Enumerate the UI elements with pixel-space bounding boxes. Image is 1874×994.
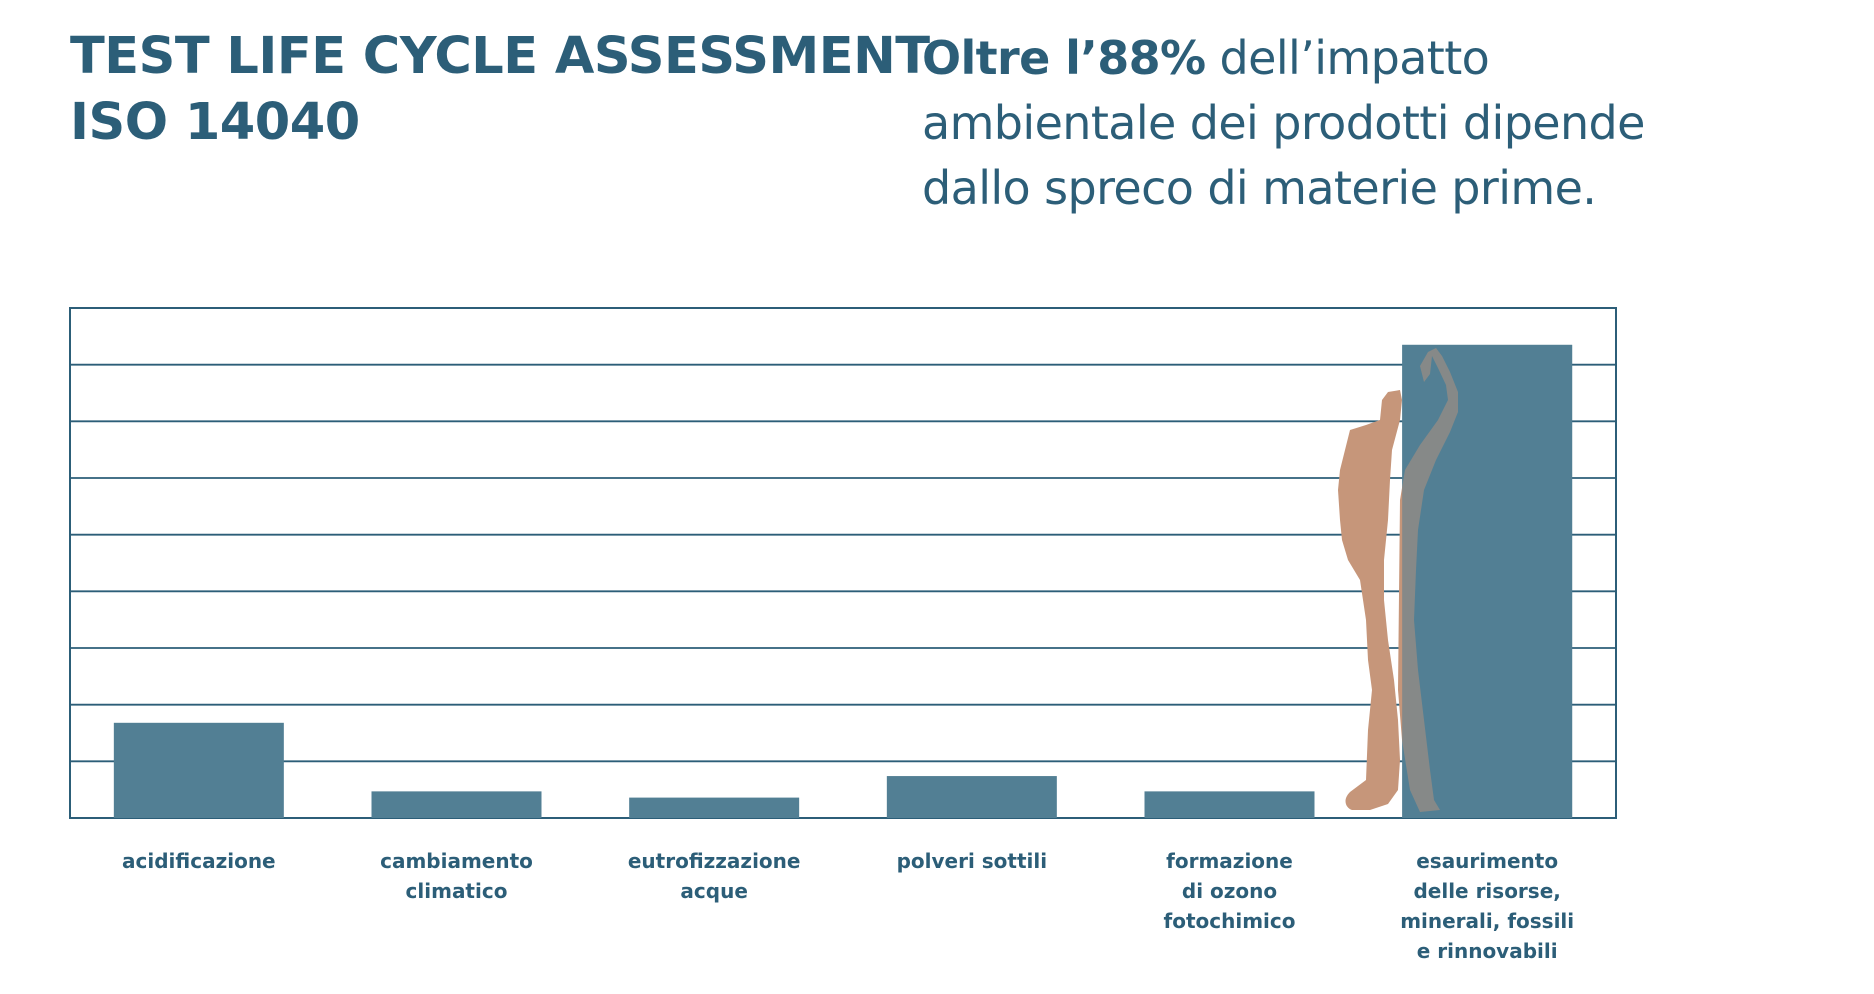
subtitle-line-2: ambientale dei prodotti dipende [922,96,1645,150]
category-label-line: cambiamento [380,849,533,873]
human-figure-body [1338,390,1402,810]
category-label-line: formazione [1166,849,1293,873]
category-label-4: formazione di ozono fotochimico [1164,849,1296,933]
category-label-line: di ozono [1182,879,1277,903]
bar-2 [629,797,800,818]
bar-3 [886,776,1057,818]
category-label-line: eutrofizzazione [628,849,801,873]
category-label-3: polveri sottili [897,849,1048,873]
chart-category-labels: acidificazione cambiamento climatico eutrof… [122,849,1574,963]
category-label-line: fotochimico [1164,909,1296,933]
title-line-1: TEST LIFE CYCLE ASSESSMENT [70,27,930,86]
category-label-2: eutrofizzazione acque [628,849,801,903]
chart-bars [113,344,1573,818]
category-label-line: polveri sottili [897,849,1048,873]
subtitle-highlight: Oltre l’88% [922,31,1206,85]
category-label-line: e rinnovabili [1417,939,1558,963]
category-label-line: delle risorse, [1413,879,1560,903]
bar-1 [371,791,542,818]
bar-5-overlay [1402,344,1573,818]
category-label-1: cambiamento climatico [380,849,533,903]
chart-bar-overlap [1402,344,1573,818]
category-label-line: minerali, fossili [1400,909,1574,933]
subtitle-line-3: dallo spreco di materie prime. [922,161,1597,215]
chart-frame [69,307,1617,819]
category-label-line: acidificazione [122,849,276,873]
category-label-5: esaurimento delle risorse, minerali, fossi… [1400,849,1574,963]
subtitle-line-1-rest: dell’impatto [1205,31,1490,85]
bar-0 [113,722,284,818]
subtitle: Oltre l’88% dell’impatto ambientale dei … [922,26,1742,221]
category-label-line: esaurimento [1416,849,1558,873]
category-label-0: acidificazione [122,849,276,873]
bar-4 [1144,791,1315,818]
title-line-2: ISO 14040 [70,93,360,152]
subtitle-line-1: Oltre l’88% dell’impatto [922,26,1742,91]
page-title: TEST LIFE CYCLE ASSESSMENT ISO 14040 [70,24,930,156]
category-label-line: acque [680,879,747,903]
category-label-line: climatico [406,879,508,903]
